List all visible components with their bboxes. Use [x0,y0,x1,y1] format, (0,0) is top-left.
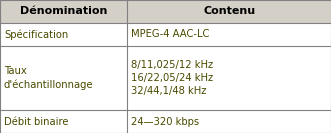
Bar [0,0,331,23]
Text: MPEG-4 AAC-LC: MPEG-4 AAC-LC [131,29,210,39]
Text: Spécification: Spécification [4,29,68,40]
Text: 24—320 kbps: 24—320 kbps [131,117,200,126]
Bar [0,46,331,110]
Text: Taux
d'échantillonnage: Taux d'échantillonnage [4,66,94,90]
Text: 8/11,025/12 kHz
16/22,05/24 kHz
32/44,1/48 kHz: 8/11,025/12 kHz 16/22,05/24 kHz 32/44,1/… [131,60,213,96]
Text: Débit binaire: Débit binaire [4,117,69,126]
Bar [0,110,331,133]
Bar [0,23,331,46]
Text: Contenu: Contenu [203,7,255,16]
Text: Dénomination: Dénomination [20,7,107,16]
